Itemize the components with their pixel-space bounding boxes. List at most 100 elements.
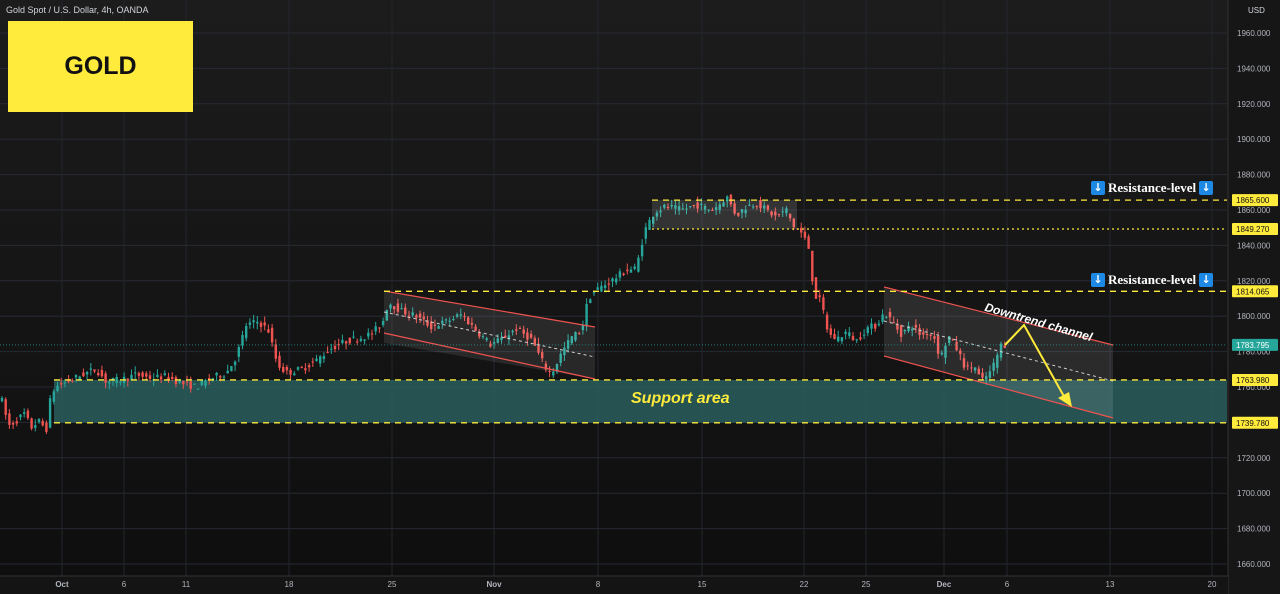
candle-body xyxy=(737,212,740,216)
price-tag xyxy=(1232,338,1278,351)
y-tick-label: 1800.000 xyxy=(1237,312,1271,321)
candle-body xyxy=(126,378,129,381)
candle-body xyxy=(352,336,355,338)
candle-body xyxy=(552,371,555,376)
candle-body xyxy=(566,340,570,349)
candle-body xyxy=(714,207,718,210)
candle-body xyxy=(222,376,226,378)
candle-body xyxy=(700,203,703,205)
x-tick-label: 25 xyxy=(388,580,397,589)
support-area-label: Support area xyxy=(631,390,730,407)
candle-body xyxy=(874,324,877,329)
x-tick-label: 8 xyxy=(596,580,601,589)
price-tag xyxy=(1232,194,1278,207)
candle-body xyxy=(544,363,548,370)
candle-body xyxy=(23,412,26,414)
y-tick-label: 1840.000 xyxy=(1237,241,1271,250)
candle-body xyxy=(119,381,122,383)
candle-body xyxy=(626,269,629,272)
candle-body xyxy=(504,335,507,338)
candle-body xyxy=(426,320,429,326)
candle-body xyxy=(411,312,414,316)
candle-body xyxy=(326,351,329,353)
candle-body xyxy=(393,306,396,310)
candle-body xyxy=(237,347,240,357)
price-tag xyxy=(1232,416,1278,429)
price-tag xyxy=(1232,373,1278,386)
candle-body xyxy=(178,380,181,383)
downtrend-channel-shade xyxy=(884,287,1113,418)
candle-body xyxy=(659,210,662,213)
candle-body xyxy=(648,219,651,230)
candle-body xyxy=(781,211,784,213)
candle-body xyxy=(226,370,229,374)
candle-body xyxy=(0,397,4,402)
projection-arrow-head xyxy=(1058,392,1072,407)
candle-body xyxy=(996,354,999,368)
candle-body xyxy=(666,207,670,209)
candle-body xyxy=(585,303,588,327)
candle-body xyxy=(615,278,618,283)
candle-body xyxy=(311,361,314,363)
candle-body xyxy=(171,376,174,379)
candle-body xyxy=(777,213,781,215)
candle-body xyxy=(851,335,855,341)
candle-body xyxy=(259,322,263,327)
y-tick-label: 1680.000 xyxy=(1237,525,1271,534)
consolidation-box xyxy=(652,200,797,229)
candle-body xyxy=(574,332,577,341)
candle-body xyxy=(829,328,832,335)
candle-body xyxy=(807,236,810,249)
price-tag xyxy=(1232,222,1278,235)
gold-badge: GOLD xyxy=(8,21,193,112)
candle-body xyxy=(681,208,684,210)
candle-body xyxy=(111,377,115,381)
candle-body xyxy=(537,343,540,353)
candle-body xyxy=(929,334,932,336)
candle-body xyxy=(196,388,200,390)
y-tick-label: 1820.000 xyxy=(1237,277,1271,286)
candle-body xyxy=(400,308,403,310)
candle-body xyxy=(674,205,677,209)
resistance-label-text: Resistance-level xyxy=(1108,180,1197,195)
candle-body xyxy=(211,378,215,381)
candle-body xyxy=(848,332,851,336)
candle-body xyxy=(448,320,451,322)
candle-body xyxy=(862,334,866,336)
resistance-label-text: Resistance-level xyxy=(1108,272,1197,287)
bear-flag-upper-line xyxy=(383,290,596,328)
candle-body xyxy=(541,352,544,359)
x-tick-label: 6 xyxy=(122,580,127,589)
y-tick-label: 1940.000 xyxy=(1237,64,1271,73)
candle-body xyxy=(507,335,511,340)
candle-body xyxy=(141,372,144,377)
resistance-label-lower: ↓ Resistance-level ↓ xyxy=(1091,272,1214,288)
candle-body xyxy=(282,366,285,373)
candle-body xyxy=(85,371,89,375)
down-arrow-icon: ↓ xyxy=(1199,181,1214,195)
gold-badge-label: GOLD xyxy=(64,52,137,80)
candle-body xyxy=(981,372,984,378)
candle-body xyxy=(467,317,470,325)
candle-body xyxy=(108,381,111,384)
candle-body xyxy=(959,350,962,355)
candle-body xyxy=(315,358,318,362)
candle-body xyxy=(770,211,773,216)
candle-body xyxy=(293,373,296,376)
candle-body xyxy=(940,352,943,355)
candle-body xyxy=(8,413,11,425)
y-tick-label: 1780.000 xyxy=(1237,348,1271,357)
y-tick-label: 1720.000 xyxy=(1237,454,1271,463)
price-tag-label: 1739.780 xyxy=(1236,419,1270,428)
candle-body xyxy=(274,344,277,359)
candle-body xyxy=(256,321,259,324)
candle-body xyxy=(97,372,100,376)
currency-label: USD xyxy=(1248,6,1265,15)
candle-body xyxy=(470,322,474,325)
candle-body xyxy=(474,326,477,331)
x-tick-label: 22 xyxy=(800,580,809,589)
candle-body xyxy=(193,383,196,385)
candle-body xyxy=(563,347,566,356)
candle-body xyxy=(792,218,795,228)
candle-body xyxy=(618,271,622,278)
